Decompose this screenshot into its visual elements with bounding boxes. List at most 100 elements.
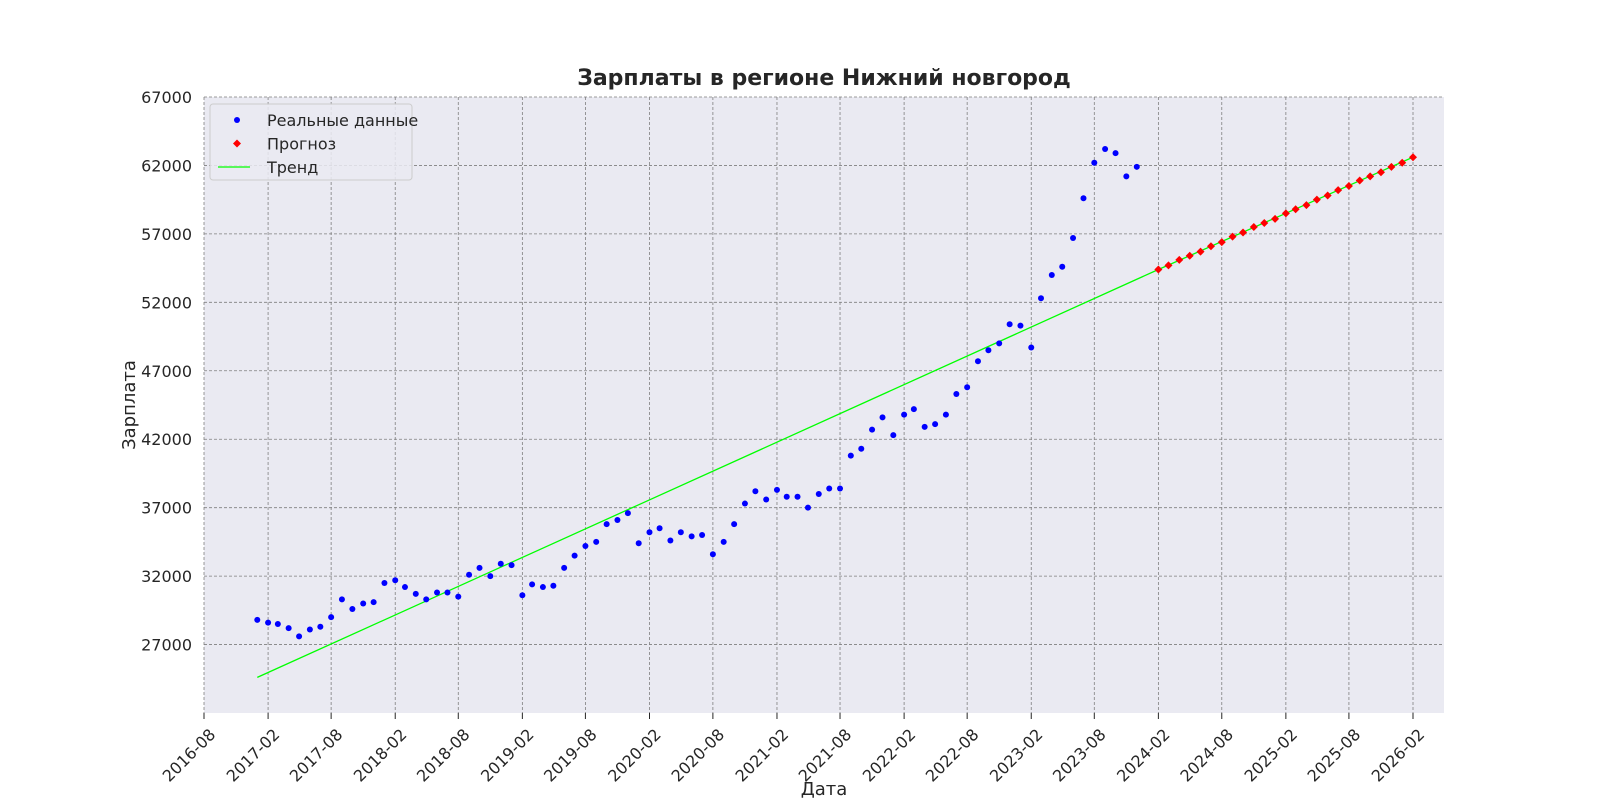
actual-point (519, 592, 526, 599)
x-tick-label: 2019-08 (540, 725, 601, 786)
chart-title: Зарплаты в регионе Нижний новгород (577, 66, 1071, 91)
actual-point (731, 521, 738, 528)
y-tick-label: 32000 (141, 567, 192, 586)
actual-point (804, 504, 811, 511)
actual-point (837, 485, 844, 492)
legend-label: Тренд (266, 158, 318, 177)
actual-point (338, 596, 345, 603)
actual-point (265, 619, 272, 626)
y-tick-label: 62000 (141, 156, 192, 175)
forecast-point (1302, 201, 1311, 210)
actual-point (296, 633, 303, 640)
actual-point (254, 616, 261, 623)
actual-point (1048, 271, 1055, 278)
actual-point (656, 525, 663, 532)
actual-point (561, 564, 568, 571)
actual-point (401, 584, 408, 591)
actual-point (985, 347, 992, 354)
actual-point (752, 488, 759, 495)
actual-point (444, 589, 451, 596)
legend-actual-swatch (234, 117, 240, 123)
actual-point (1059, 263, 1066, 270)
x-tick-label: 2026-02 (1368, 725, 1429, 786)
actual-point (932, 421, 939, 428)
x-tick-label: 2018-08 (413, 725, 474, 786)
x-tick-label: 2024-08 (1176, 725, 1237, 786)
legend: Реальные данные Прогноз Тренд (209, 103, 418, 181)
x-tick-label: 2025-02 (1240, 725, 1301, 786)
x-tick-label: 2021-08 (795, 725, 856, 786)
actual-point (1102, 146, 1109, 153)
actual-point (381, 579, 388, 586)
actual-point (942, 411, 949, 418)
grid (203, 96, 1444, 713)
actual-point (890, 432, 897, 439)
actual-point (964, 384, 971, 391)
x-tick-label: 2017-08 (286, 725, 347, 786)
actual-point (709, 551, 716, 558)
actual-point (455, 593, 462, 600)
forecast-point (1206, 242, 1215, 251)
forecast-point (1154, 265, 1163, 274)
actual-point (582, 542, 589, 549)
y-tick-label: 27000 (141, 636, 192, 655)
actual-point (1133, 163, 1140, 170)
y-axis-label: Зарплата (119, 360, 140, 450)
legend-items: Реальные данные Прогноз Тренд (218, 111, 418, 177)
actual-point (497, 560, 504, 567)
x-tick-label: 2023-02 (986, 725, 1047, 786)
actual-point (794, 493, 801, 500)
actual-point (550, 582, 557, 589)
actual-point (328, 614, 335, 621)
actual-point (593, 538, 600, 545)
actual-point (539, 584, 546, 591)
legend-box (209, 103, 413, 181)
actual-point (901, 411, 908, 418)
y-tick-label: 57000 (141, 225, 192, 244)
actual-point (306, 626, 313, 633)
forecast-point (1398, 158, 1407, 167)
x-tick-label: 2019-02 (477, 725, 538, 786)
actual-point (1112, 150, 1119, 157)
forecast-point (1281, 209, 1290, 218)
actual-point (910, 406, 917, 413)
y-tick-label: 67000 (141, 88, 192, 107)
legend-label: Реальные данные (267, 111, 418, 130)
actual-point (571, 552, 578, 559)
actual-point (370, 599, 377, 606)
forecast-point (1344, 181, 1353, 190)
actual-point (667, 537, 674, 544)
actual-point (392, 577, 399, 584)
forecast-point (1291, 205, 1300, 214)
x-tick-label: 2022-08 (922, 725, 983, 786)
actual-point (677, 529, 684, 536)
actual-point (349, 605, 356, 612)
legend-forecast-swatch (233, 139, 241, 148)
forecast-point (1409, 153, 1417, 162)
actual-point (720, 538, 727, 545)
actual-point (1123, 173, 1130, 180)
actual-point (508, 562, 515, 569)
actual-point (487, 573, 494, 580)
forecast-point (1175, 255, 1184, 264)
y-tick-label: 47000 (141, 362, 192, 381)
actual-point (763, 496, 770, 503)
x-tick-label: 2018-02 (350, 725, 411, 786)
actual-point (953, 391, 960, 398)
forecast-point (1260, 218, 1269, 227)
plot-area (204, 97, 1444, 713)
actual-point (529, 581, 536, 588)
actual-point (783, 493, 790, 500)
actual-point (1080, 195, 1087, 202)
legend-label: Прогноз (267, 135, 336, 154)
x-tick-label: 2016-08 (159, 725, 220, 786)
forecast-point (1323, 191, 1332, 200)
actual-point (1028, 344, 1035, 351)
actual-point (847, 452, 854, 459)
actual-point (1038, 295, 1044, 302)
actual-point (815, 490, 822, 497)
forecast-point (1249, 223, 1258, 232)
actual-point (624, 510, 631, 517)
